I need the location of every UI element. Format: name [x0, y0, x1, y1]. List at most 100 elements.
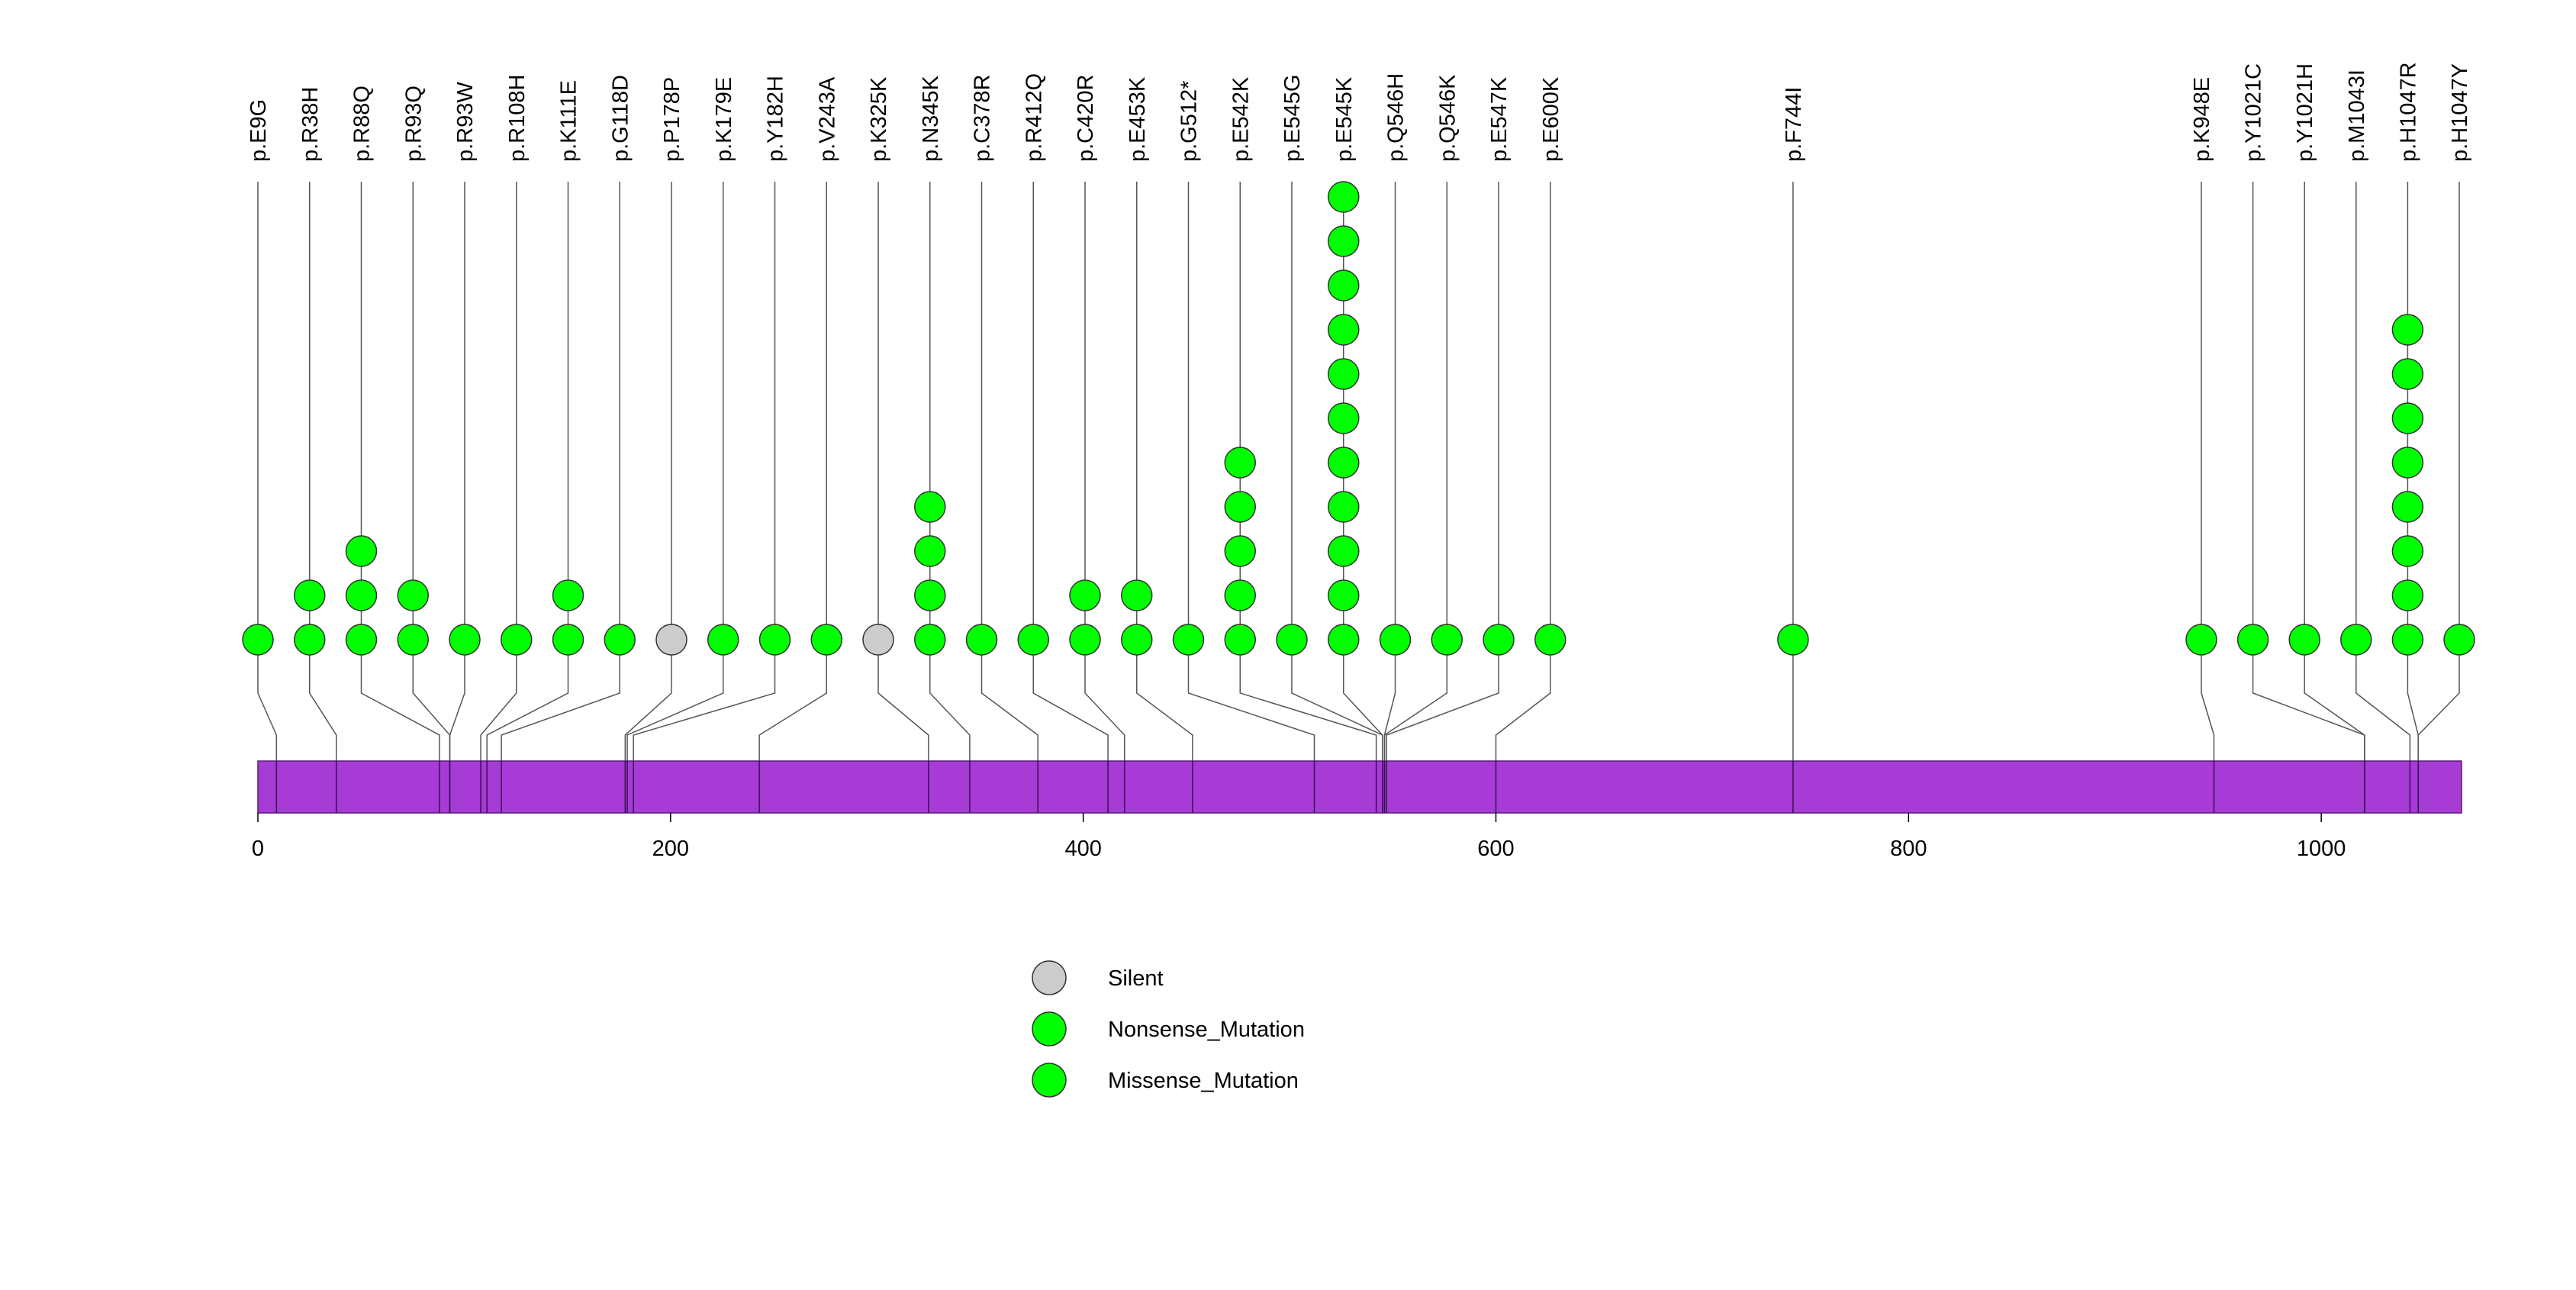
mutation-label: p.F744I — [1782, 87, 1806, 162]
legend-label: Nonsense_Mutation — [1108, 1017, 1305, 1042]
mutation-dot — [397, 624, 429, 656]
mutation-dot — [1121, 579, 1153, 611]
mutation-dot — [2236, 624, 2269, 656]
mutation-label: p.Y182H — [764, 76, 788, 162]
mutation-dot — [552, 624, 584, 656]
connector-line — [486, 640, 569, 761]
mutation-dot — [501, 624, 533, 656]
mutation-dot — [1328, 491, 1360, 523]
legend-label: Silent — [1108, 966, 1164, 991]
x-tick-label: 800 — [1890, 837, 1927, 861]
connector-line — [1136, 640, 1193, 761]
mutation-dots — [242, 181, 2475, 656]
mutation-label: p.K325K — [867, 76, 891, 162]
mutation-label: p.G118D — [608, 75, 633, 162]
connector-line — [2201, 640, 2215, 761]
legend: Silent Nonsense_Mutation Missense_Mutation — [1032, 960, 1305, 1098]
mutation-dot — [1328, 269, 1360, 302]
mutation-dot — [1483, 624, 1515, 656]
connector-line — [2355, 640, 2411, 761]
mutation-label: p.Y1021H — [2293, 63, 2317, 162]
mutation-dot — [294, 624, 326, 656]
connector-lines — [257, 640, 2460, 761]
connector-line — [360, 640, 440, 761]
connector-line — [980, 640, 1038, 761]
mutation-dot — [2391, 358, 2424, 390]
mutation-dot — [1431, 624, 1463, 656]
connector-line — [929, 640, 971, 761]
mutation-label: p.C420R — [1074, 75, 1098, 162]
mutation-dot — [1328, 624, 1360, 656]
x-tick-label: 400 — [1064, 837, 1101, 861]
mutation-dot — [397, 579, 429, 611]
connector-line — [1343, 640, 1383, 761]
mutation-label: p.E453K — [1125, 76, 1150, 162]
mutation-dot — [1328, 181, 1360, 213]
mutation-dot — [1328, 447, 1360, 479]
mutation-dot — [2391, 314, 2424, 346]
mutation-label: p.E545K — [1332, 76, 1357, 162]
mutation-dot — [1121, 624, 1153, 656]
mutation-dot — [914, 624, 946, 656]
mutation-dot — [2391, 447, 2424, 479]
mutation-dot — [2391, 491, 2424, 523]
mutation-label: p.R38H — [298, 87, 323, 162]
mutation-dot — [655, 624, 687, 656]
mutation-dot — [810, 624, 842, 656]
mutation-dot — [345, 535, 378, 567]
mutation-dot — [1328, 358, 1360, 390]
mutation-dot — [914, 579, 946, 611]
mutation-dot — [1328, 535, 1360, 567]
mutation-label: p.P178P — [660, 77, 684, 162]
connector-line — [2304, 640, 2365, 761]
connector-line — [1239, 640, 1377, 761]
mutation-dot — [1328, 225, 1360, 257]
mutation-dot — [1328, 314, 1360, 346]
connector-line — [1495, 640, 1551, 761]
connector-line — [877, 640, 929, 761]
connector-line — [1187, 640, 1315, 761]
mutation-label: p.E545G — [1280, 75, 1305, 162]
mutation-dot — [1777, 624, 1809, 656]
legend-swatch — [1032, 1063, 1067, 1098]
mutation-label: p.Q546H — [1384, 73, 1409, 162]
connector-line — [257, 640, 278, 761]
x-tick-label: 200 — [652, 837, 689, 861]
mutation-dot — [604, 624, 636, 656]
mutation-label: p.R93Q — [401, 85, 426, 162]
mutation-label: p.H1047Y — [2448, 63, 2472, 162]
mutation-label: p.H1047R — [2396, 62, 2420, 162]
mutation-label: p.R88Q — [350, 85, 375, 162]
mutation-dot — [1328, 402, 1360, 434]
mutation-label: p.G512* — [1177, 81, 1202, 162]
connector-line — [449, 640, 465, 761]
mutation-dot — [862, 624, 894, 656]
x-tick-label: 1000 — [2297, 837, 2346, 861]
connector-line — [2417, 640, 2460, 761]
connector-line — [1084, 640, 1125, 761]
mutation-label: p.Y1021C — [2242, 63, 2266, 162]
connector-line — [624, 640, 672, 761]
mutation-label: p.R93W — [453, 82, 478, 162]
legend-swatch — [1032, 1011, 1067, 1047]
x-tick-label: 0 — [252, 837, 264, 861]
mutation-labels: p.E9G p.R38H p.R88Q p.R93Q p.R93W p.R108H p.K1… — [246, 62, 2472, 162]
mutation-dot — [2340, 624, 2372, 656]
connector-line — [1032, 640, 1109, 761]
mutation-label: p.E600K — [1539, 76, 1563, 162]
mutation-dot — [2391, 579, 2424, 611]
mutation-label: p.C378R — [971, 75, 995, 162]
mutation-dot — [1017, 624, 1049, 656]
mutation-label: p.R108H — [505, 75, 530, 162]
mutation-label: p.K111E — [557, 80, 581, 162]
mutation-dot — [345, 579, 378, 611]
mutation-dot — [914, 491, 946, 523]
connector-line — [1383, 640, 1447, 761]
mutation-dot — [965, 624, 998, 656]
mutation-label: p.E542K — [1228, 76, 1253, 162]
mutation-dot — [1069, 624, 1101, 656]
mutation-dot — [1224, 535, 1256, 567]
connector-line — [309, 640, 337, 761]
mutation-dot — [294, 579, 326, 611]
